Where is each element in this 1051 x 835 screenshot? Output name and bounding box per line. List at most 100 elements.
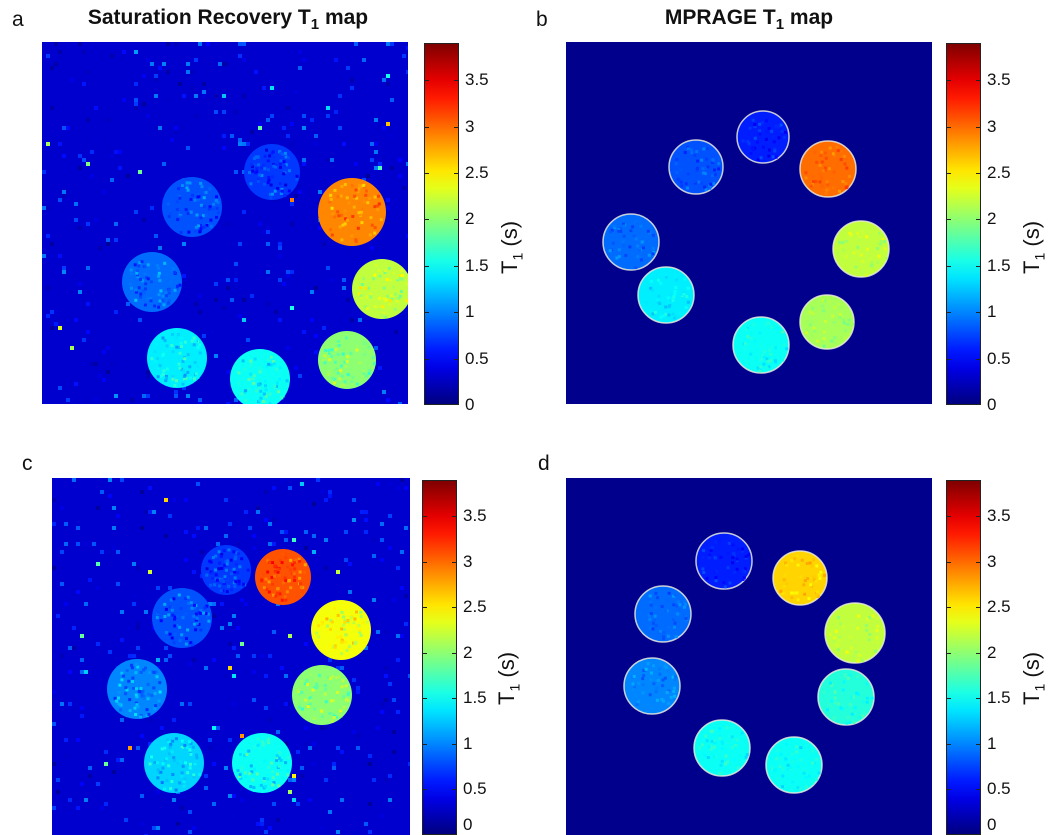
vial-speckle: [138, 261, 142, 265]
cb-label-unit: (s): [497, 220, 522, 253]
vial-speckle: [267, 362, 271, 366]
vial-speckle: [876, 641, 879, 645]
vial-speckle: [156, 357, 159, 361]
vial-speckle: [356, 226, 360, 230]
vial-speckle: [182, 780, 186, 784]
vial-speckle: [326, 624, 330, 628]
vial-speckle: [150, 693, 154, 697]
colorbar-tick-mark: [976, 265, 981, 267]
vial-speckle: [774, 153, 778, 157]
vial-speckle: [856, 675, 860, 678]
vial-speckle: [277, 390, 281, 394]
vial-speckle: [708, 184, 712, 188]
vial-speckle: [634, 237, 638, 241]
colorbar-tick-label: 2: [987, 209, 997, 229]
vial-speckle: [340, 384, 343, 388]
vial-speckle: [785, 563, 789, 567]
vial-speckle: [328, 370, 332, 374]
noise-pixel: [140, 734, 144, 738]
vial-speckle: [298, 570, 302, 574]
vial-speckle: [865, 235, 869, 239]
vial-speckle: [735, 738, 739, 742]
vial-speckle: [396, 278, 400, 282]
noise-pixel: [86, 118, 90, 122]
vial-speckle: [164, 607, 168, 611]
vial-speckle: [775, 125, 779, 129]
vial-speckle: [636, 700, 640, 704]
vial-speckle: [762, 362, 766, 366]
vial-speckle: [263, 154, 267, 158]
noise-pixel: [106, 242, 110, 246]
noise-pixel: [400, 634, 404, 638]
vial-speckle: [272, 156, 276, 160]
noise-pixel: [402, 186, 406, 190]
noise-pixel: [292, 798, 296, 802]
noise-pixel: [256, 822, 260, 826]
vial-speckle: [373, 205, 377, 209]
colorbar-tick-label: 1: [987, 302, 997, 322]
vial-speckle: [883, 240, 886, 244]
vial-speckle: [284, 168, 288, 172]
vial-speckle: [117, 687, 121, 691]
vial-speckle: [189, 601, 193, 605]
colorbar-tick-label: 0.5: [987, 348, 1011, 368]
cb-label-sub: 1: [509, 252, 526, 261]
vial-speckle: [179, 760, 183, 764]
vial-speckle: [673, 677, 677, 681]
vial-speckle: [222, 549, 226, 553]
vial-speckle: [181, 764, 185, 768]
vial-speckle: [684, 305, 688, 309]
vial-speckle: [266, 559, 270, 563]
vial-speckle: [731, 737, 735, 741]
vial-speckle: [238, 773, 242, 777]
vial-speckle: [362, 372, 366, 376]
vial-speckle: [608, 249, 612, 253]
vial-speckle: [365, 620, 369, 624]
vial: [232, 733, 292, 793]
vial-speckle: [194, 228, 198, 232]
vial-speckle: [790, 559, 794, 563]
vial-speckle: [728, 581, 732, 585]
vial-speckle: [299, 585, 303, 589]
noise-pixel: [166, 398, 170, 402]
vial-speckle: [308, 696, 312, 700]
noise-pixel: [266, 226, 270, 230]
vial-speckle: [134, 290, 138, 294]
noise-pixel: [64, 542, 68, 546]
vial-speckle: [205, 604, 209, 608]
vial-speckle: [303, 563, 307, 567]
noise-pixel: [298, 190, 302, 194]
noise-pixel: [224, 498, 228, 502]
vial-speckle: [193, 360, 197, 364]
vial-speckle: [200, 203, 203, 207]
noise-pixel: [174, 126, 178, 130]
noise-pixel: [396, 634, 400, 638]
vial: [147, 328, 207, 388]
vial-speckle: [666, 669, 670, 673]
vial-speckle: [169, 598, 173, 602]
panel-letter: b: [536, 8, 548, 31]
vial-speckle: [145, 276, 148, 280]
vial-speckle: [617, 229, 621, 233]
noise-pixel: [222, 62, 226, 66]
vial-speckle: [272, 593, 275, 597]
vial-speckle: [715, 554, 719, 558]
vial-speckle: [267, 580, 271, 584]
noise-pixel: [280, 666, 284, 670]
vial-speckle: [255, 389, 259, 393]
vial-speckle: [673, 593, 677, 597]
vial-speckle: [824, 191, 828, 195]
vial-speckle: [281, 394, 285, 398]
noise-pixel: [324, 750, 328, 754]
vial-speckle: [189, 210, 193, 214]
vial-speckle: [330, 354, 334, 358]
vial-speckle: [301, 590, 305, 593]
noise-pixel: [348, 590, 352, 594]
vial-speckle: [651, 233, 655, 237]
vial-speckle: [714, 540, 718, 544]
vial-speckle: [198, 612, 202, 615]
vial-speckle: [185, 377, 189, 380]
noise-pixel: [352, 766, 356, 770]
vial-speckle: [177, 346, 181, 349]
vial-speckle: [192, 343, 196, 347]
